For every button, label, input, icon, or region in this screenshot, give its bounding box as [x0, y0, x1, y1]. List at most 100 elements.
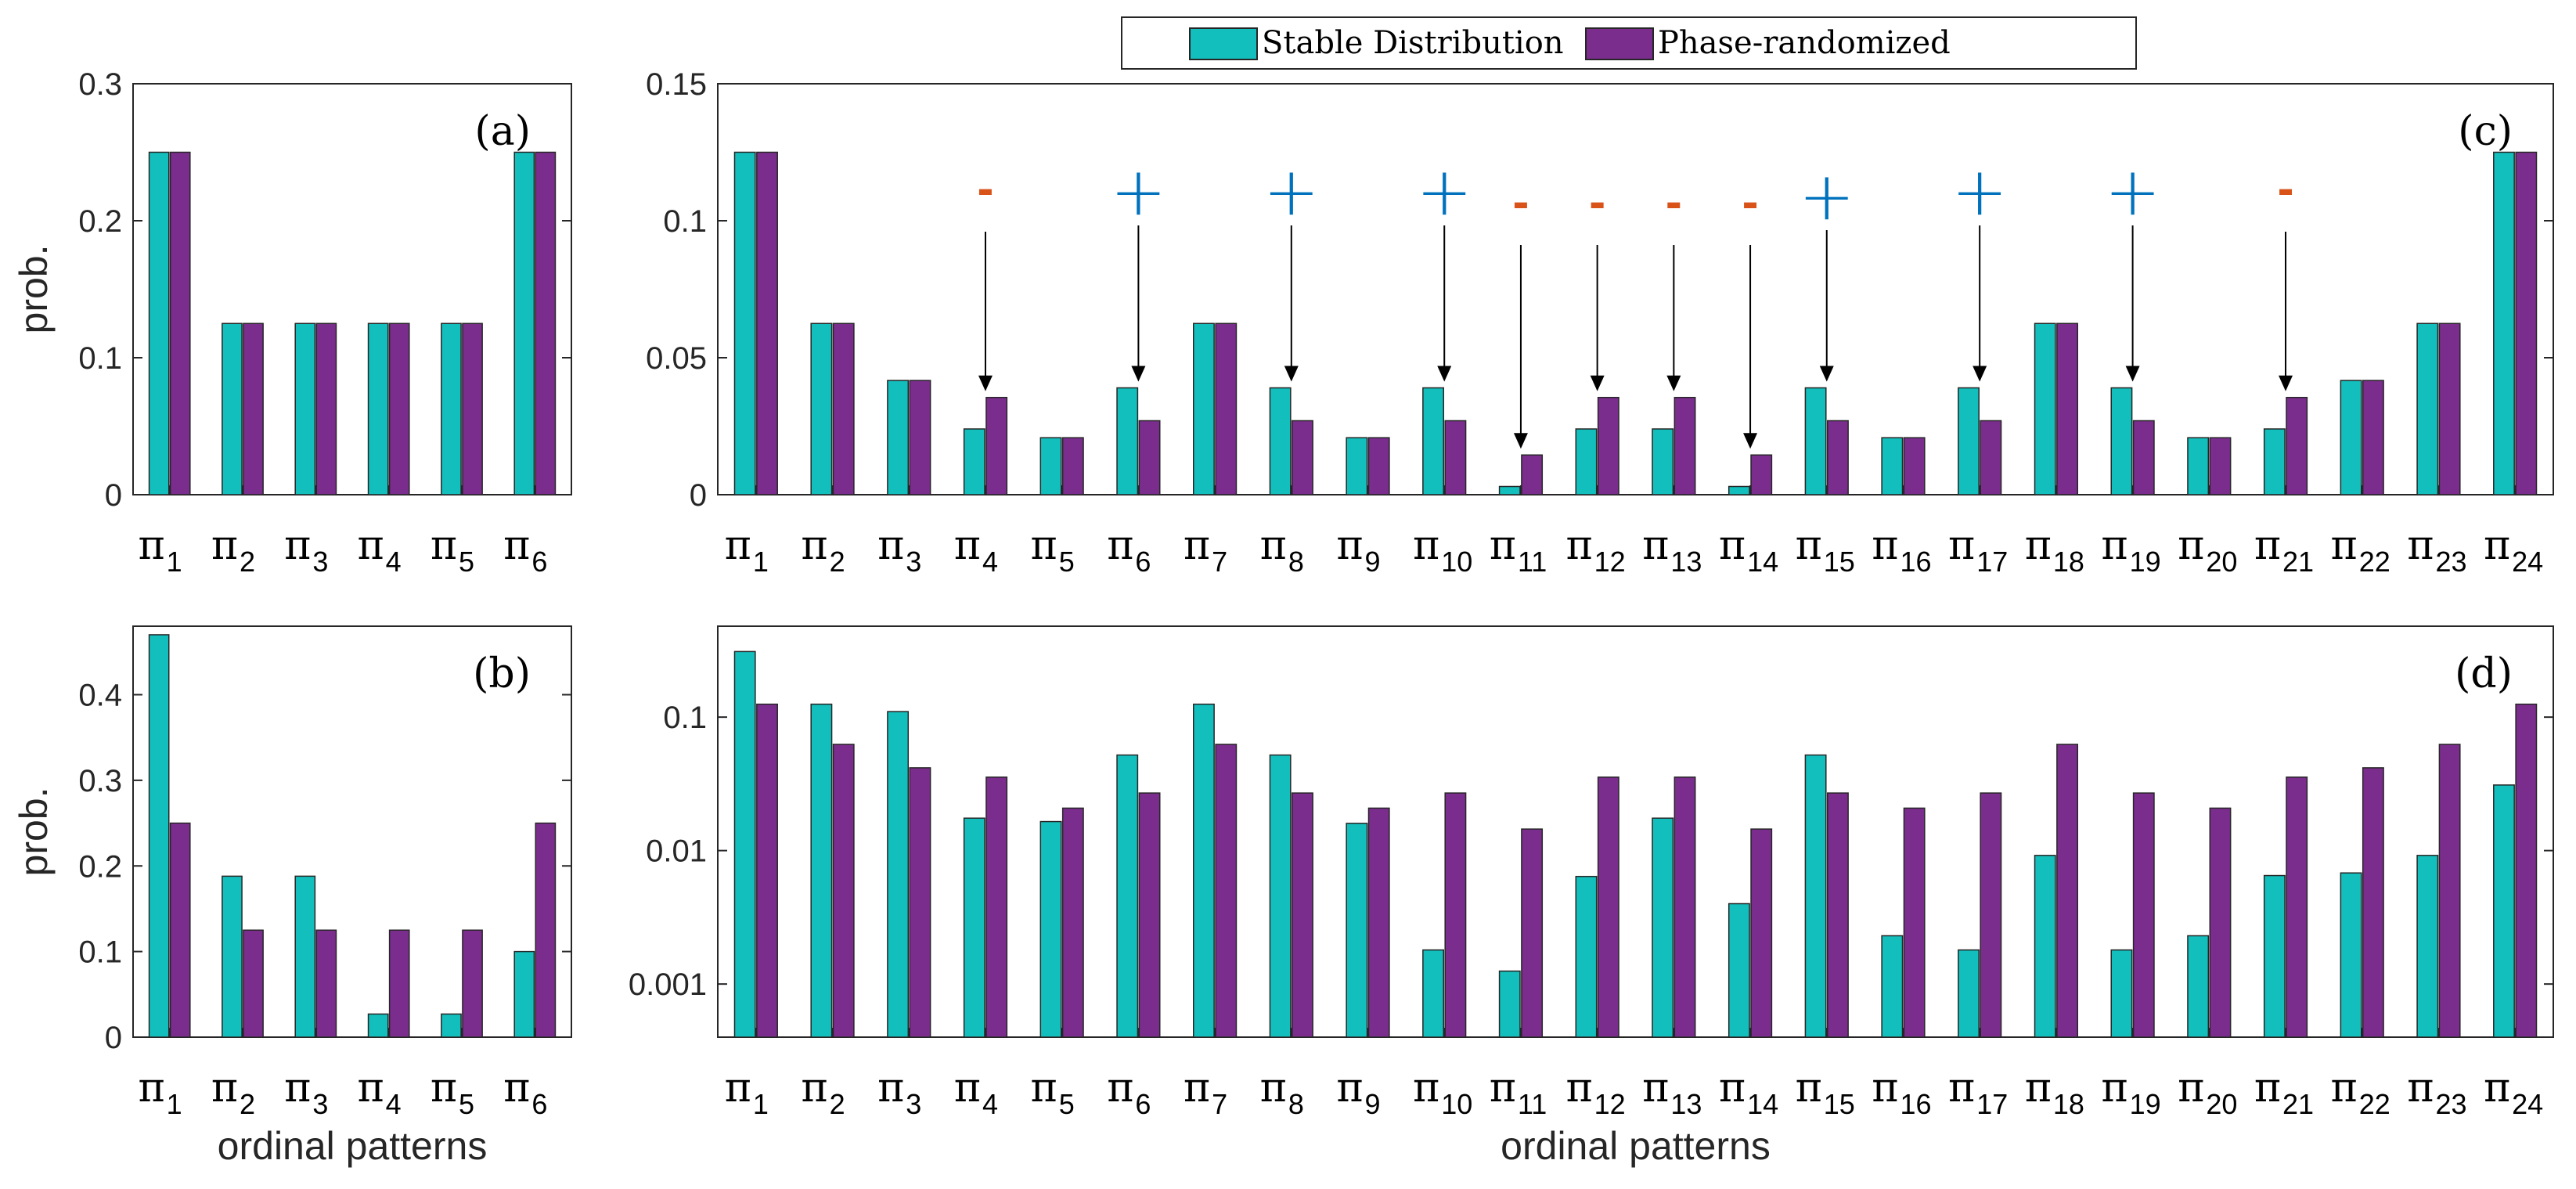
bar-d-phase-17 — [1980, 792, 2002, 1038]
minus-sign-annotation: - — [1589, 180, 1606, 227]
bar-b-stable-4 — [367, 1013, 389, 1038]
y-tick-label: 0.05 — [646, 341, 707, 376]
x-tick-subscript: 16 — [1900, 1088, 1931, 1120]
x-tick-label: π — [2025, 1065, 2052, 1112]
x-tick-label: π — [2025, 522, 2052, 569]
bar-c-stable-5 — [1039, 437, 1062, 495]
x-tick-label: π — [357, 1065, 384, 1112]
x-tick-subscript: 9 — [1365, 1088, 1381, 1120]
bar-d-phase-4 — [985, 776, 1008, 1038]
bar-c-stable-17 — [1958, 387, 1980, 495]
bar-d-stable-2 — [810, 703, 833, 1038]
bar-b-phase-2 — [243, 929, 264, 1038]
bar-c-phase-3 — [909, 380, 931, 495]
arrow-head — [1513, 433, 1528, 449]
bar-d-phase-8 — [1292, 792, 1313, 1038]
bar-d-phase-6 — [1138, 792, 1161, 1038]
bar-d-phase-24 — [2515, 703, 2538, 1038]
x-tick-subscript: 9 — [1365, 546, 1381, 578]
bar-c-phase-21 — [2286, 397, 2308, 495]
bar-c-stable-2 — [810, 322, 833, 495]
y-tick-label: 0.15 — [646, 67, 707, 102]
x-tick-subscript: 8 — [1288, 1088, 1304, 1120]
x-tick-subscript: 6 — [531, 1088, 547, 1120]
x-tick-label: π — [2331, 522, 2358, 569]
x-tick-subscript: 4 — [386, 546, 402, 578]
x-tick-subscript: 20 — [2206, 1088, 2237, 1120]
x-tick-label: π — [503, 522, 530, 569]
x-tick-subscript: 3 — [312, 546, 328, 578]
y-tick-label: 0.2 — [78, 849, 122, 884]
bar-c-stable-23 — [2416, 322, 2439, 495]
y-tick-label: 0.3 — [78, 67, 122, 102]
panel-c: 00.050.10.15π 1 π 2 π 3 π 4 π 5 π 6 π 7 π 8 π 9 π 10 π 11 π 12 π… — [646, 67, 2554, 578]
minus-sign-annotation: - — [1512, 180, 1529, 227]
panel-label-c: (c) — [2458, 108, 2513, 155]
x-axis-label-b: ordinal patterns — [218, 1124, 488, 1168]
x-tick-subscript: 5 — [459, 546, 474, 578]
legend-swatch-stable — [1189, 27, 1258, 60]
plot-frame-b — [132, 625, 572, 1038]
bar-b-phase-6 — [535, 822, 557, 1038]
x-tick-subscript: 2 — [240, 546, 255, 578]
x-tick-label: π — [1031, 522, 1057, 569]
bar-d-phase-9 — [1367, 807, 1390, 1038]
x-tick-label: π — [1260, 1065, 1287, 1112]
bar-b-phase-4 — [388, 929, 410, 1038]
bar-d-phase-1 — [756, 703, 778, 1038]
bar-d-phase-5 — [1061, 807, 1084, 1038]
x-tick-subscript: 23 — [2435, 546, 2466, 578]
bar-c-stable-4 — [963, 428, 985, 495]
bar-c-phase-8 — [1292, 420, 1313, 495]
bar-d-phase-19 — [2132, 792, 2155, 1038]
bar-c-phase-20 — [2209, 437, 2232, 495]
x-tick-label: π — [1184, 522, 1210, 569]
bar-c-phase-11 — [1521, 454, 1544, 495]
legend-swatch-phase — [1585, 27, 1654, 60]
x-tick-subscript: 3 — [312, 1088, 328, 1120]
bar-d-stable-8 — [1269, 754, 1292, 1038]
bar-d-stable-23 — [2416, 855, 2439, 1038]
x-tick-subscript: 3 — [906, 1088, 921, 1120]
plot-frame-c — [717, 83, 2554, 495]
arrow-head — [1973, 366, 1987, 382]
arrow-head — [2279, 375, 2293, 391]
x-tick-subscript: 5 — [459, 1088, 474, 1120]
bar-a-stable-6 — [513, 151, 535, 495]
bar-c-stable-19 — [2110, 387, 2133, 495]
x-tick-label: π — [1490, 1065, 1516, 1112]
bar-d-stable-1 — [733, 650, 756, 1038]
bar-d-stable-12 — [1575, 875, 1598, 1038]
minus-sign-annotation: - — [1742, 180, 1759, 227]
plus-sign-annotation: + — [1951, 153, 2008, 231]
x-tick-label: π — [1031, 1065, 1057, 1112]
bar-d-stable-17 — [1958, 949, 1980, 1038]
arrow-head — [1743, 433, 1758, 449]
x-tick-subscript: 12 — [1594, 546, 1626, 578]
x-tick-label: π — [503, 1065, 530, 1112]
x-tick-subscript: 1 — [753, 546, 769, 578]
minus-sign-annotation: - — [977, 167, 994, 214]
x-tick-subscript: 2 — [240, 1088, 255, 1120]
y-tick-label: 0.3 — [78, 764, 122, 798]
bar-c-phase-1 — [756, 151, 778, 495]
bar-a-phase-4 — [388, 322, 410, 495]
bar-a-stable-1 — [148, 151, 170, 495]
x-tick-label: π — [431, 1065, 457, 1112]
x-tick-subscript: 5 — [1059, 1088, 1075, 1120]
x-tick-label: π — [877, 1065, 904, 1112]
bar-c-phase-9 — [1367, 437, 1390, 495]
bar-c-stable-7 — [1192, 322, 1215, 495]
bar-c-phase-14 — [1750, 454, 1773, 495]
minus-sign-annotation: - — [1666, 180, 1683, 227]
x-tick-label: π — [1642, 1065, 1669, 1112]
x-tick-label: π — [1336, 1065, 1363, 1112]
bar-d-stable-13 — [1652, 817, 1674, 1038]
bar-b-stable-5 — [441, 1013, 462, 1038]
bar-c-stable-18 — [2034, 322, 2056, 495]
x-tick-label: π — [2331, 1065, 2358, 1112]
arrow-head — [2125, 366, 2140, 382]
x-tick-label: π — [1948, 1065, 1975, 1112]
bar-c-phase-17 — [1980, 420, 2002, 495]
x-tick-label: π — [1565, 1065, 1592, 1112]
